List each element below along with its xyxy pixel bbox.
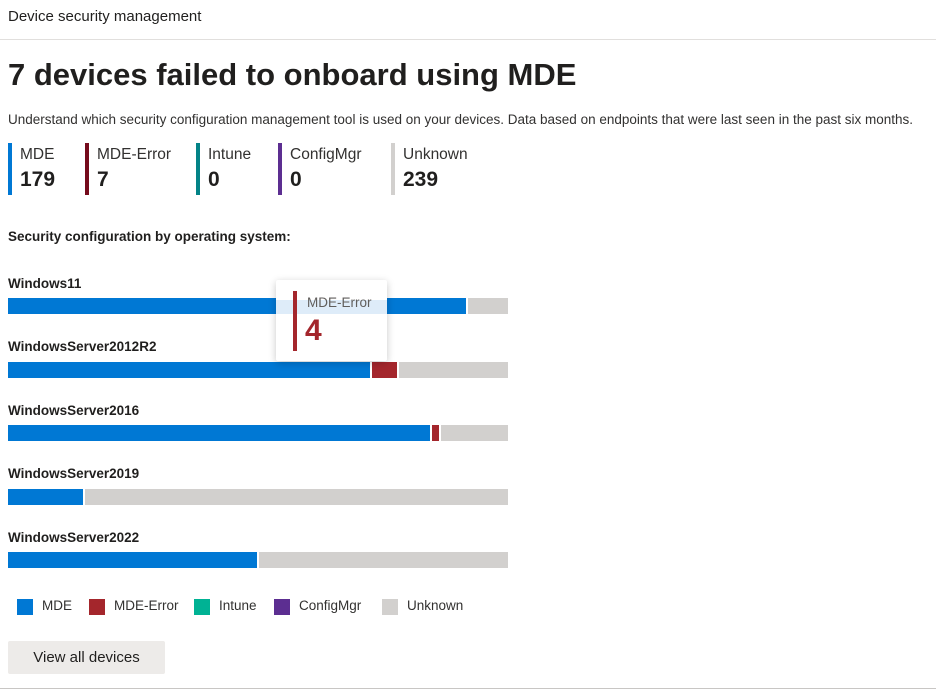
metric-label: MDE-Error [97, 146, 172, 163]
legend-swatch [382, 599, 398, 615]
view-all-devices-button[interactable]: View all devices [8, 641, 165, 674]
legend-label: MDE [42, 598, 72, 613]
bar-segment-mde[interactable] [8, 489, 83, 505]
page-title: 7 devices failed to onboard using MDE [8, 57, 577, 92]
os-label-windowsserver2012r2: WindowsServer2012R2 [8, 339, 157, 354]
metric-value: 179 [20, 168, 56, 191]
bar-segment-mde[interactable] [8, 552, 257, 568]
metric-color-bar [8, 143, 12, 195]
metric-unknown: Unknown 239 [391, 143, 468, 195]
metric-color-bar [196, 143, 200, 195]
legend-swatch [194, 599, 210, 615]
legend-swatch [17, 599, 33, 615]
legend-swatch [89, 599, 105, 615]
stacked-bar-windowsserver2012r2[interactable] [8, 362, 508, 378]
bar-segment-mde[interactable] [8, 298, 466, 314]
stacked-bar-windowsserver2019[interactable] [8, 489, 508, 505]
bar-segment-unknown[interactable] [441, 425, 508, 441]
metric-configmgr: ConfigMgr 0 [278, 143, 362, 195]
metric-intune: Intune 0 [196, 143, 251, 195]
bar-segment-unknown[interactable] [468, 298, 508, 314]
metric-value: 0 [290, 168, 302, 191]
stacked-bar-windowsserver2016[interactable] [8, 425, 508, 441]
metric-color-bar [391, 143, 395, 195]
tooltip-value: 4 [305, 314, 322, 347]
metric-mde: MDE 179 [8, 143, 55, 195]
bar-segment-mde[interactable] [8, 362, 370, 378]
metric-label: MDE [20, 146, 55, 163]
os-label-windowsserver2016: WindowsServer2016 [8, 403, 140, 418]
tooltip-label: MDE-Error [307, 295, 372, 310]
metric-label: Unknown [403, 146, 468, 163]
metric-value: 7 [97, 168, 109, 191]
metric-label: ConfigMgr [290, 146, 362, 163]
legend-swatch [274, 599, 290, 615]
stacked-bar-windowsserver2022[interactable] [8, 552, 508, 568]
bar-segment-mde-error[interactable] [432, 425, 439, 441]
metric-label: Intune [208, 146, 252, 163]
page-header: Device security management [0, 0, 936, 40]
os-label-windowsserver2022: WindowsServer2022 [8, 530, 140, 545]
tooltip-color-bar [293, 291, 297, 351]
stacked-bar-windows11[interactable] [8, 298, 508, 314]
bar-segment-unknown[interactable] [399, 362, 508, 378]
footer-divider [0, 688, 936, 689]
metric-value: 0 [208, 168, 220, 191]
legend-label: Unknown [407, 598, 464, 613]
bar-segment-mde-error[interactable] [372, 362, 397, 378]
metric-color-bar [278, 143, 282, 195]
metric-mde-error: MDE-Error 7 [85, 143, 171, 195]
chart-tooltip: MDE-Error 4 [276, 280, 387, 361]
bar-segment-unknown[interactable] [85, 489, 508, 505]
tooltip-highlight [276, 300, 387, 314]
os-label-windowsserver2019: WindowsServer2019 [8, 466, 140, 481]
bar-segment-mde[interactable] [8, 425, 430, 441]
metric-color-bar [85, 143, 89, 195]
legend-label: MDE-Error [114, 598, 179, 613]
page-description: Understand which security configuration … [8, 112, 914, 127]
metric-value: 239 [403, 168, 439, 191]
chart-title: Security configuration by operating syst… [8, 229, 291, 244]
legend-label: ConfigMgr [299, 598, 362, 613]
header-title: Device security management [8, 8, 202, 25]
bar-segment-unknown[interactable] [259, 552, 508, 568]
legend-label: Intune [219, 598, 257, 613]
os-label-windows11: Windows11 [8, 276, 82, 291]
